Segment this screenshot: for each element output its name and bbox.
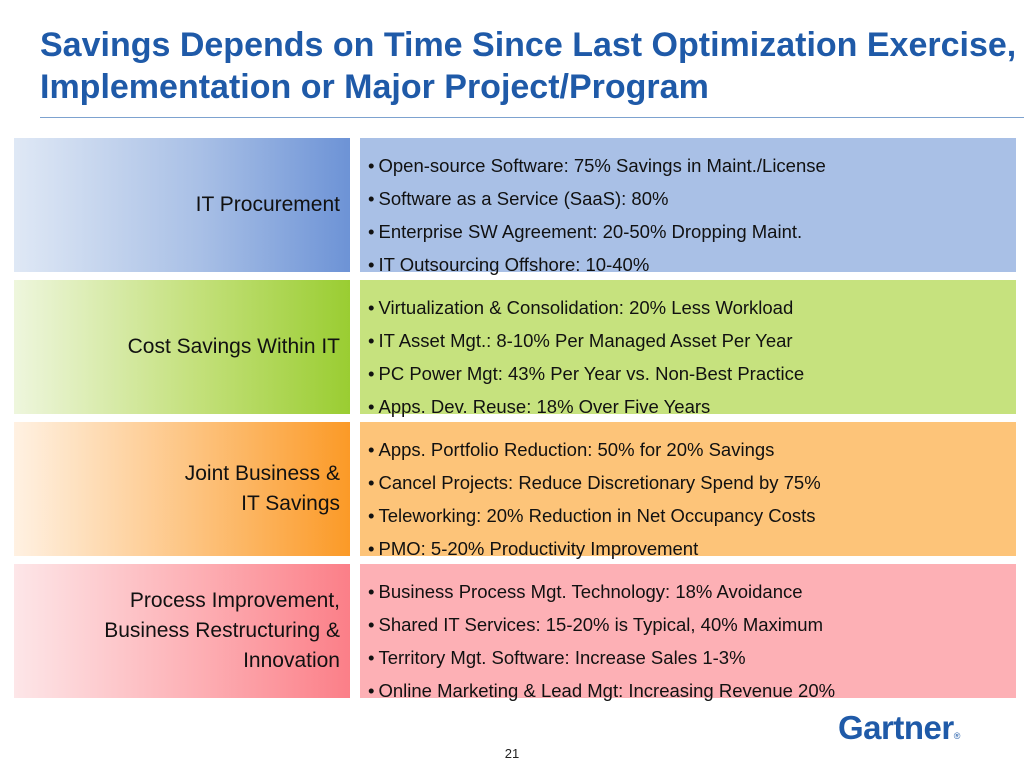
bullet-icon: • (368, 439, 375, 460)
savings-item: • Apps. Dev. Reuse: 18% Over Five Years (368, 396, 711, 417)
category-label-box: Joint Business & IT Savings (14, 422, 350, 556)
bullet-icon: • (368, 297, 375, 318)
savings-item: • Online Marketing & Lead Mgt: Increasing… (368, 680, 836, 701)
category-row-process-improvement: Process Improvement, Business Restructur… (14, 564, 1016, 701)
category-label-box: IT Procurement (14, 138, 350, 272)
category-row-joint-business-it-savings: Joint Business & IT Savings • Apps. Portf… (14, 422, 1016, 559)
bullet-icon: • (368, 221, 375, 242)
savings-item: • Software as a Service (SaaS): 80% (368, 188, 669, 209)
savings-list-box: • Open-source Software: 75% Savings in Ma… (360, 138, 1016, 275)
savings-item: • IT Asset Mgt.: 8-10% Per Managed Asset … (368, 330, 793, 351)
bullet-icon: • (368, 538, 375, 559)
savings-item: • Teleworking: 20% Reduction in Net Occup… (368, 505, 816, 526)
gartner-logo: Gartner® (838, 709, 960, 746)
category-label: Process Improvement, Business Restructur… (104, 589, 340, 672)
savings-item: • PMO: 5-20% Productivity Improvement (368, 538, 699, 559)
savings-item: • Cancel Projects: Reduce Discretionary S… (368, 472, 821, 493)
bullet-icon: • (368, 254, 375, 275)
category-label-box: Cost Savings Within IT (14, 280, 350, 414)
title-divider (40, 117, 1024, 118)
category-label: Cost Savings Within IT (127, 335, 340, 358)
bullet-icon: • (368, 505, 375, 526)
savings-item: • PC Power Mgt: 43% Per Year vs. Non-Best… (368, 363, 805, 384)
bullet-icon: • (368, 614, 375, 635)
savings-item: • Enterprise SW Agreement: 20-50% Droppin… (368, 221, 803, 242)
category-label-box: Process Improvement, Business Restructur… (14, 564, 350, 698)
page-number: 21 (504, 746, 520, 761)
savings-item: • Shared IT Services: 15-20% is Typical, … (368, 614, 824, 635)
savings-list-box: • Business Process Mgt. Technology: 18% A… (360, 564, 1016, 701)
bullet-icon: • (368, 647, 375, 668)
slide-title: Savings Depends on Time Since Last Optim… (40, 26, 1017, 106)
savings-list-box: • Apps. Portfolio Reduction: 50% for 20% … (360, 422, 1016, 559)
bullet-icon: • (368, 188, 375, 209)
savings-item: • Virtualization & Consolidation: 20% Les… (368, 297, 794, 318)
savings-item: • Business Process Mgt. Technology: 18% A… (368, 581, 803, 602)
savings-item: • Apps. Portfolio Reduction: 50% for 20% … (368, 439, 775, 460)
bullet-icon: • (368, 155, 375, 176)
bullet-icon: • (368, 472, 375, 493)
category-row-cost-savings-within-it: Cost Savings Within IT • Virtualization &… (14, 280, 1016, 417)
category-row-it-procurement: IT Procurement • Open-source Software: 75… (14, 138, 1016, 275)
savings-item: • Open-source Software: 75% Savings in Ma… (368, 155, 826, 176)
bullet-icon: • (368, 581, 375, 602)
bullet-icon: • (368, 330, 375, 351)
bullet-icon: • (368, 680, 375, 701)
category-label: IT Procurement (195, 193, 340, 216)
savings-item: • IT Outsourcing Offshore: 10-40% (368, 254, 650, 275)
savings-item: • Territory Mgt. Software: Increase Sales… (368, 647, 746, 668)
bullet-icon: • (368, 396, 375, 417)
savings-list-box: • Virtualization & Consolidation: 20% Les… (360, 280, 1016, 417)
category-label: Joint Business & IT Savings (184, 462, 340, 515)
bullet-icon: • (368, 363, 375, 384)
